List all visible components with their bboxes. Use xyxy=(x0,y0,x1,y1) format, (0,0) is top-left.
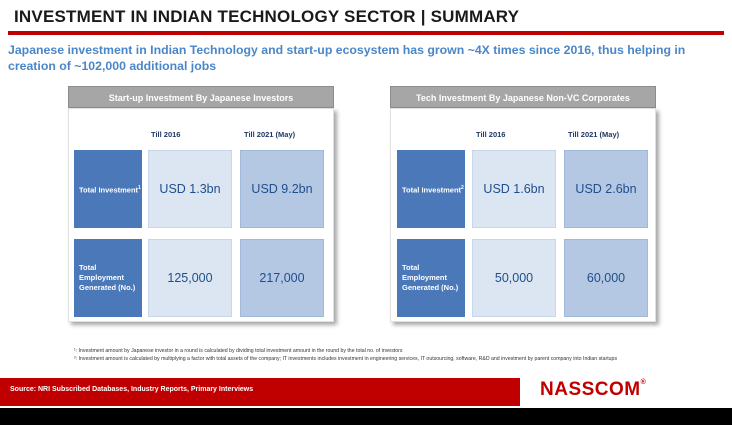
nasscom-logo: NASSCOM® xyxy=(540,379,647,400)
value-cell: USD 9.2bn xyxy=(240,150,324,228)
row-label-total-investment: Total Investment2 xyxy=(397,150,465,228)
column-heading-till-2021: Till 2021 (May) xyxy=(244,130,296,139)
value-cell: USD 2.6bn xyxy=(564,150,648,228)
value-cell: 50,000 xyxy=(472,239,556,317)
footnote-1: ¹: Investment amount by Japanese investo… xyxy=(74,348,403,354)
value-cell: 60,000 xyxy=(564,239,648,317)
column-heading-till-2016: Till 2016 xyxy=(151,130,181,139)
panel-heading: Start-up Investment By Japanese Investor… xyxy=(68,86,334,108)
title-divider xyxy=(8,31,724,35)
column-heading-till-2021: Till 2021 (May) xyxy=(568,130,620,139)
value-cell: USD 1.6bn xyxy=(472,150,556,228)
footnote-2: ²: Investment amount is calculated by mu… xyxy=(74,355,618,362)
value-cell: 125,000 xyxy=(148,239,232,317)
value-cell: 217,000 xyxy=(240,239,324,317)
panel-heading: Tech Investment By Japanese Non-VC Corpo… xyxy=(390,86,656,108)
row-label-total-investment: Total Investment1 xyxy=(74,150,142,228)
footnotes: ¹: Investment amount by Japanese investo… xyxy=(74,348,674,363)
row-label-total-employment: Total Employment Generated (No.) xyxy=(74,239,142,317)
row-label-total-employment: Total Employment Generated (No.) xyxy=(397,239,465,317)
column-heading-till-2016: Till 2016 xyxy=(476,130,506,139)
bottom-black-band xyxy=(0,408,732,425)
value-cell: USD 1.3bn xyxy=(148,150,232,228)
page-subtitle: Japanese investment in Indian Technology… xyxy=(8,43,686,73)
page-title: INVESTMENT IN INDIAN TECHNOLOGY SECTOR |… xyxy=(14,7,520,26)
footer-bar xyxy=(0,378,520,406)
source-text: Source: NRI Subscribed Databases, Indust… xyxy=(10,386,254,393)
